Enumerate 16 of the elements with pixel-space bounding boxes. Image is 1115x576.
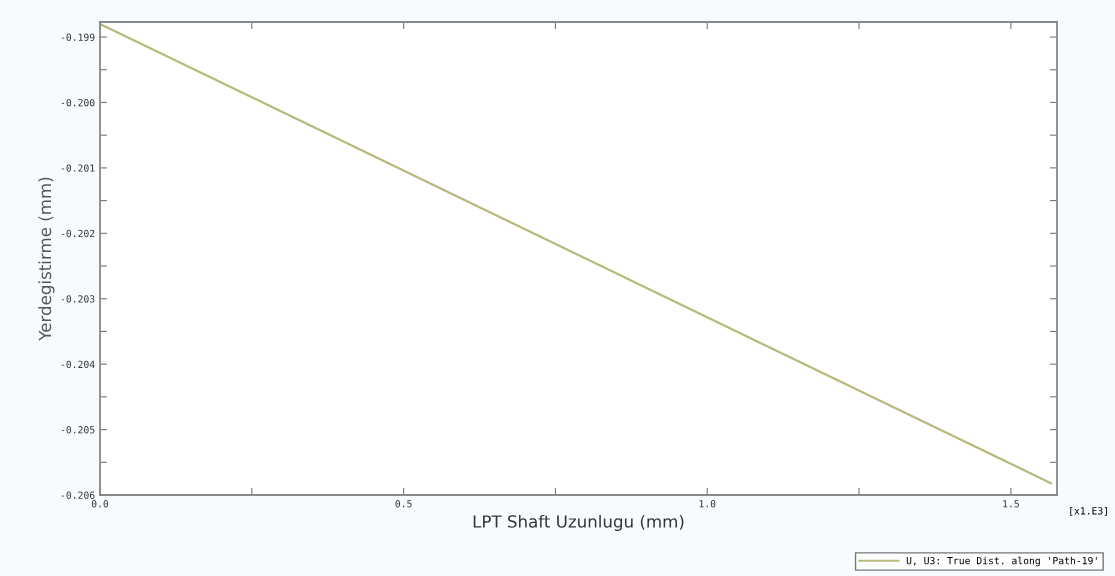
text: [x1.E3]	[1070, 506, 1107, 516]
y-tick-label: -0.204	[61, 360, 95, 369]
y-tick-label: -0.206	[61, 491, 95, 499]
x-tick-label: 1.5	[1003, 500, 1019, 508]
y-axis-title: Yerdegistirme (mm)	[38, 177, 55, 341]
y-tick-label: -0.200	[61, 98, 95, 107]
y-tick-label: -0.201	[61, 164, 95, 172]
x-axis-title: LPT Shaft Uzunlugu (mm)	[473, 514, 684, 532]
x-tick-label: 0.5	[395, 500, 412, 508]
legend-label: U, U3: True Dist. along 'Path-19'	[906, 556, 1097, 567]
y-tick-label: -0.202	[61, 229, 95, 238]
y-tick-label: -0.199	[61, 33, 95, 41]
y-tick-label: -0.205	[61, 426, 95, 434]
y-tick-label: -0.203	[61, 295, 95, 303]
x-tick-label: 0.0	[91, 500, 109, 508]
x-tick-label: 1.0	[699, 500, 716, 508]
